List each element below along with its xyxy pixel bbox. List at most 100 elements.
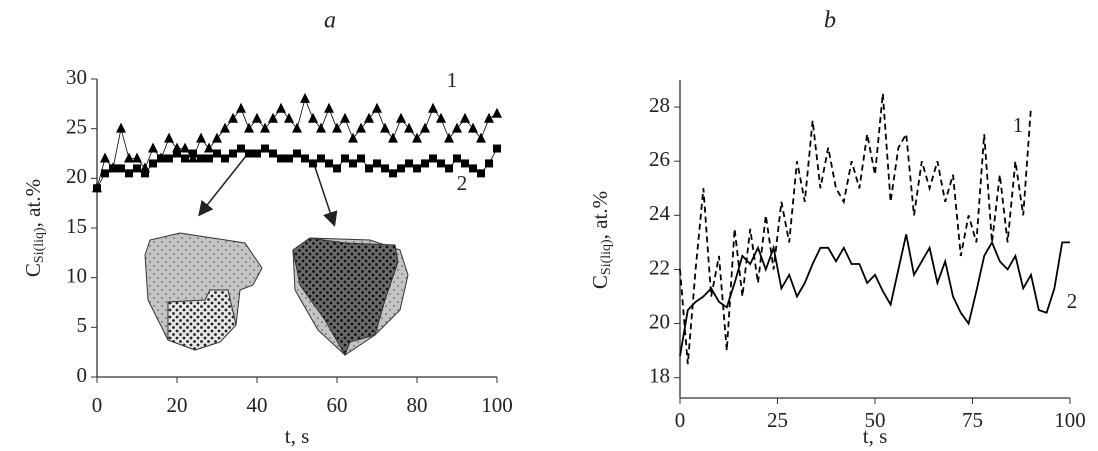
square-marker [381,164,389,173]
triangle-marker [444,132,454,143]
square-marker [349,159,357,168]
triangle-marker [324,102,334,113]
y-tick-label: 10 [66,263,87,287]
triangle-marker [164,132,174,143]
triangle-marker [492,107,502,118]
square-marker [205,154,213,163]
square-marker [173,149,181,158]
y-tick-label: 0 [77,363,88,387]
triangle-marker [372,102,382,113]
triangle-marker [260,122,270,133]
triangle-marker [236,102,246,113]
square-marker [277,154,285,163]
triangle-marker [204,142,214,153]
square-marker [101,169,109,178]
triangle-marker [484,112,494,123]
triangle-marker [428,102,438,113]
triangle-marker [148,142,158,153]
square-marker [141,169,149,178]
triangle-marker [316,122,326,133]
square-marker [269,149,277,158]
y-label-subscript: Si(liq) [599,239,614,275]
y-tick-label: 20 [649,309,670,333]
square-marker [237,144,245,153]
triangle-marker [396,112,406,123]
square-marker [165,154,173,163]
y-tick-label: 22 [649,255,670,279]
y-tick-label: 15 [66,214,87,238]
triangle-marker [452,122,462,133]
x-tick-label: 60 [327,393,348,417]
x-tick-label: 100 [481,393,513,417]
square-marker [421,159,429,168]
square-marker [197,154,205,163]
triangle-marker [412,132,422,143]
triangle-marker [284,112,294,123]
square-marker [357,154,365,163]
square-marker [365,164,373,173]
square-marker [221,154,229,163]
square-marker [253,149,261,158]
square-marker [189,149,197,158]
x-axis-label: t, s [285,424,310,448]
square-marker [429,154,437,163]
triangle-marker [228,112,238,123]
chart-title: a [324,8,336,34]
triangle-marker [308,112,318,123]
triangle-marker [420,122,430,133]
triangle-marker [340,112,350,123]
square-marker [405,159,413,168]
square-marker [477,169,485,178]
square-marker [109,164,117,173]
x-tick-label: 100 [1054,408,1086,432]
y-tick-label: 18 [649,364,670,388]
square-marker [133,164,141,173]
square-marker [341,154,349,163]
series-line [679,234,1070,357]
square-marker [149,159,157,168]
x-axis-label: t, s [863,424,888,448]
triangle-marker [100,152,110,163]
triangle-marker [212,132,222,143]
y-tick-label: 26 [649,147,670,171]
triangle-marker [380,122,390,133]
square-marker [125,169,133,178]
y-label-rest: , at.% [588,191,612,239]
y-tick-label: 24 [649,201,671,225]
triangle-marker [180,142,190,153]
y-axis-label: CSi(liq), at.% [21,179,47,277]
x-tick-label: 20 [167,393,188,417]
chart-panel: a 0 20 40 60 80 100 0 5 10 15 20 25 30 t, s CSi(liq), a… [21,8,513,448]
square-marker [309,159,317,168]
triangle-marker [468,122,478,133]
series-line [679,93,1032,365]
triangle-marker [332,122,342,133]
square-marker [493,144,501,153]
triangle-marker [300,92,310,103]
x-tick-label: 0 [675,408,686,432]
square-marker [261,144,269,153]
square-marker [389,169,397,178]
triangle-marker [460,112,470,123]
triangle-marker [196,132,206,143]
series-label: 2 [457,171,468,195]
x-tick-label: 80 [407,393,428,417]
y-tick-label: 20 [66,164,87,188]
x-tick-label: 75 [962,408,983,432]
square-marker [325,159,333,168]
triangle-marker [348,132,358,143]
x-tick-label: 25 [767,408,788,432]
y-tick-label: 25 [66,114,87,138]
inset-diagrams [144,155,409,357]
square-marker [333,164,341,173]
square-marker [317,154,325,163]
square-marker [461,159,469,168]
series-label: 1 [447,68,458,92]
triangle-marker [276,102,286,113]
y-label-main: C [21,263,45,277]
series-label: 2 [1067,289,1078,313]
square-marker [93,184,101,193]
x-tick-label: 0 [92,393,103,417]
square-marker [229,149,237,158]
triangle-marker [220,122,230,133]
